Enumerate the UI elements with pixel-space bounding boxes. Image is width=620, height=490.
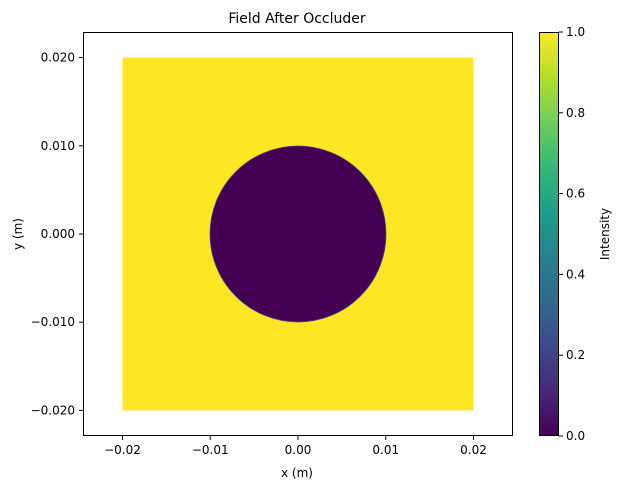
colorbar-tick-label: 1.0	[566, 25, 585, 39]
colorbar: 0.0 0.2 0.4 0.6 0.8 1.0 Intensity	[539, 25, 612, 443]
colorbar-tick-label: 0.2	[566, 348, 585, 362]
colorbar-gradient	[539, 32, 559, 436]
chart-title: Field After Occluder	[228, 11, 366, 27]
colorbar-label: Intensity	[598, 208, 612, 260]
y-axis-label: y (m)	[11, 218, 25, 250]
y-tick-label: −0.010	[31, 315, 75, 329]
x-tick-label: 0.02	[460, 443, 487, 457]
x-tick-label: −0.01	[192, 443, 229, 457]
y-tick-label: 0.000	[41, 227, 75, 241]
x-tick-label: 0.00	[285, 443, 312, 457]
colorbar-tick-label: 0.6	[566, 187, 585, 201]
heatmap	[122, 57, 474, 411]
x-axis-label: x (m)	[281, 466, 313, 480]
plot-frame	[83, 32, 513, 436]
colorbar-tick-label: 0.4	[566, 267, 585, 281]
x-axis: −0.02 −0.01 0.00 0.01 0.02	[104, 436, 487, 457]
colorbar-tick-label: 0.0	[566, 429, 585, 443]
colorbar-tick-label: 0.8	[566, 106, 585, 120]
colorbar-ticks: 0.0 0.2 0.4 0.6 0.8 1.0	[559, 25, 585, 443]
x-tick-label: 0.01	[372, 443, 399, 457]
colorbar-frame	[539, 32, 559, 436]
y-tick-label: 0.010	[41, 139, 75, 153]
y-tick-label: −0.020	[31, 403, 75, 417]
plot-area	[83, 32, 513, 436]
y-axis: −0.020 −0.010 0.000 0.010 0.020	[31, 51, 83, 417]
occluder-disc	[209, 145, 387, 323]
x-tick-label: −0.02	[104, 443, 141, 457]
y-tick-label: 0.020	[41, 51, 75, 65]
